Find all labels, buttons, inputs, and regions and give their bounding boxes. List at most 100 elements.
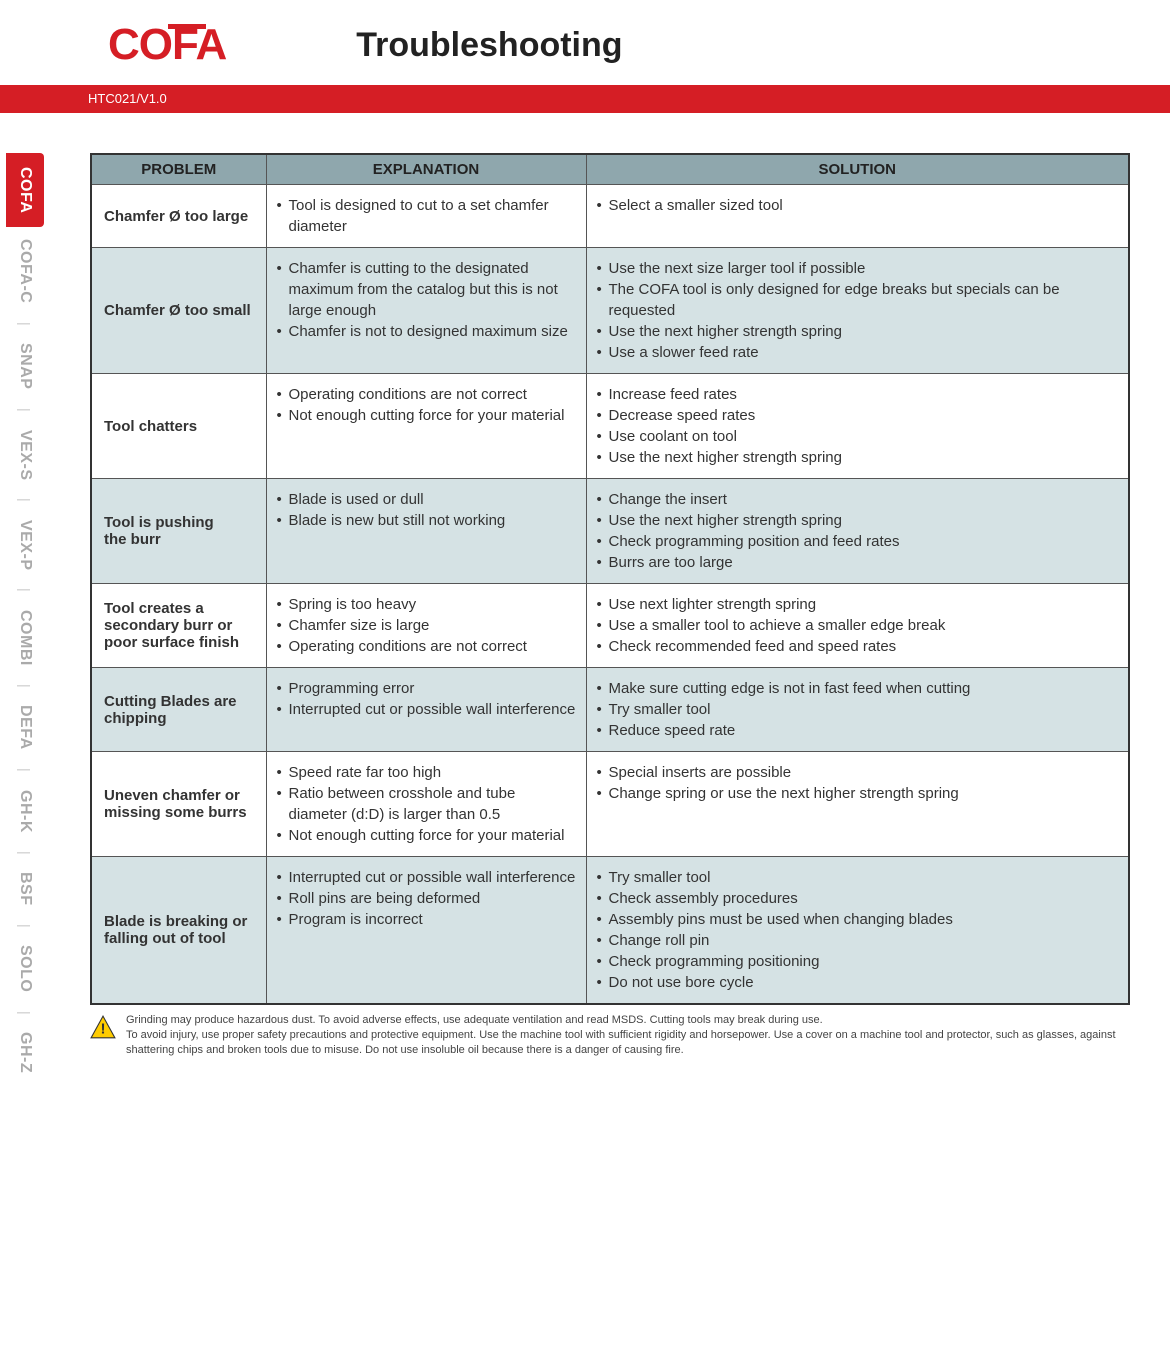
list-item: Special inserts are possible <box>597 762 1119 783</box>
side-tab-cofa[interactable]: COFA <box>6 153 44 227</box>
tab-separator: | <box>17 762 33 778</box>
table-row: Chamfer Ø too large Tool is designed to c… <box>91 185 1129 248</box>
page-title: Troubleshooting <box>356 26 622 65</box>
side-tab-combi[interactable]: COMBI <box>16 598 34 678</box>
tab-separator: | <box>17 402 33 418</box>
list-item: Change roll pin <box>597 930 1119 951</box>
tab-separator: | <box>17 582 33 598</box>
side-tab-vex-p[interactable]: VEX-P <box>16 508 34 583</box>
explanation-cell: Interrupted cut or possible wall interfe… <box>266 857 586 1005</box>
explanation-cell: Speed rate far too highRatio between cro… <box>266 752 586 857</box>
explanation-cell: Tool is designed to cut to a set chamfer… <box>266 185 586 248</box>
warning-text: Grinding may produce hazardous dust. To … <box>126 1013 1130 1058</box>
list-item: Reduce speed rate <box>597 720 1119 741</box>
list-item: Use the next size larger tool if possibl… <box>597 258 1119 279</box>
list-item: Try smaller tool <box>597 867 1119 888</box>
svg-text:!: ! <box>100 1021 105 1038</box>
list-item: Use a slower feed rate <box>597 342 1119 363</box>
side-tab-snap[interactable]: SNAP <box>16 331 34 401</box>
problem-cell: Cutting Blades are chipping <box>91 668 266 752</box>
main-content: PROBLEM EXPLANATION SOLUTION Chamfer Ø t… <box>50 153 1170 1085</box>
tab-separator: | <box>17 1005 33 1021</box>
table-row: Tool chattersOperating conditions are no… <box>91 374 1129 479</box>
list-item: Interrupted cut or possible wall interfe… <box>277 699 576 720</box>
troubleshooting-table: PROBLEM EXPLANATION SOLUTION Chamfer Ø t… <box>90 153 1130 1005</box>
page-header: COFA Troubleshooting <box>0 0 1170 85</box>
list-item: Try smaller tool <box>597 699 1119 720</box>
list-item: Change the insert <box>597 489 1119 510</box>
list-item: Not enough cutting force for your materi… <box>277 825 576 846</box>
warning-block: ! Grinding may produce hazardous dust. T… <box>90 1013 1130 1058</box>
table-row: Uneven chamfer or missing some burrsSpee… <box>91 752 1129 857</box>
table-row: Cutting Blades are chippingProgramming e… <box>91 668 1129 752</box>
problem-cell: Blade is breaking or falling out of tool <box>91 857 266 1005</box>
list-item: Burrs are too large <box>597 552 1119 573</box>
version-bar: HTC021/V1.0 <box>0 85 1170 113</box>
list-item: Use the next higher strength spring <box>597 510 1119 531</box>
brand-logo: COFA <box>108 20 226 70</box>
solution-cell: Use next lighter strength springUse a sm… <box>586 584 1129 668</box>
side-tab-vex-s[interactable]: VEX-S <box>16 418 34 493</box>
list-item: Interrupted cut or possible wall interfe… <box>277 867 576 888</box>
warning-line: Grinding may produce hazardous dust. To … <box>126 1013 1130 1028</box>
list-item: Speed rate far too high <box>277 762 576 783</box>
side-tab-defa[interactable]: DEFA <box>16 693 34 762</box>
side-tab-cofa-c[interactable]: COFA-C <box>16 227 34 315</box>
solution-cell: Special inserts are possibleChange sprin… <box>586 752 1129 857</box>
tab-separator: | <box>17 492 33 508</box>
solution-cell: Use the next size larger tool if possibl… <box>586 248 1129 374</box>
list-item: Spring is too heavy <box>277 594 576 615</box>
side-tab-solo[interactable]: SOLO <box>16 933 34 1004</box>
solution-cell: Select a smaller sized tool <box>586 185 1129 248</box>
problem-cell: Chamfer Ø too large <box>91 185 266 248</box>
table-row: Chamfer Ø too smallChamfer is cutting to… <box>91 248 1129 374</box>
list-item: Use coolant on tool <box>597 426 1119 447</box>
list-item: Use the next higher strength spring <box>597 321 1119 342</box>
list-item: Roll pins are being deformed <box>277 888 576 909</box>
list-item: Check programming positioning <box>597 951 1119 972</box>
solution-cell: Increase feed ratesDecrease speed ratesU… <box>586 374 1129 479</box>
list-item: Check programming position and feed rate… <box>597 531 1119 552</box>
list-item: Ratio between crosshole and tube diamete… <box>277 783 576 825</box>
side-tab-bsf[interactable]: BSF <box>16 860 34 918</box>
list-item: Check assembly procedures <box>597 888 1119 909</box>
col-explanation: EXPLANATION <box>266 154 586 185</box>
list-item: Decrease speed rates <box>597 405 1119 426</box>
warning-icon: ! <box>90 1015 116 1039</box>
side-tabs: COFACOFA-C|SNAP|VEX-S|VEX-P|COMBI|DEFA|G… <box>0 153 50 1085</box>
list-item: Use a smaller tool to achieve a smaller … <box>597 615 1119 636</box>
list-item: Blade is used or dull <box>277 489 576 510</box>
problem-cell: Tool creates a secondary burr or poor su… <box>91 584 266 668</box>
warning-line: To avoid injury, use proper safety preca… <box>126 1028 1130 1058</box>
solution-cell: Try smaller toolCheck assembly procedure… <box>586 857 1129 1005</box>
list-item: Change spring or use the next higher str… <box>597 783 1119 804</box>
list-item: Assembly pins must be used when changing… <box>597 909 1119 930</box>
list-item: Select a smaller sized tool <box>597 195 1119 216</box>
list-item: Programming error <box>277 678 576 699</box>
explanation-cell: Chamfer is cutting to the designated max… <box>266 248 586 374</box>
list-item: Blade is new but still not working <box>277 510 576 531</box>
list-item: The COFA tool is only designed for edge … <box>597 279 1119 321</box>
solution-cell: Change the insertUse the next higher str… <box>586 479 1129 584</box>
table-row: Blade is breaking or falling out of tool… <box>91 857 1129 1005</box>
side-tab-gh-z[interactable]: GH-Z <box>16 1020 34 1085</box>
explanation-cell: Programming errorInterrupted cut or poss… <box>266 668 586 752</box>
explanation-cell: Operating conditions are not correctNot … <box>266 374 586 479</box>
list-item: Use next lighter strength spring <box>597 594 1119 615</box>
list-item: Use the next higher strength spring <box>597 447 1119 468</box>
problem-cell: Chamfer Ø too small <box>91 248 266 374</box>
list-item: Chamfer is not to designed maximum size <box>277 321 576 342</box>
problem-cell: Uneven chamfer or missing some burrs <box>91 752 266 857</box>
tab-separator: | <box>17 316 33 332</box>
col-solution: SOLUTION <box>586 154 1129 185</box>
side-tab-gh-k[interactable]: GH-K <box>16 778 34 845</box>
col-problem: PROBLEM <box>91 154 266 185</box>
list-item: Tool is designed to cut to a set chamfer… <box>277 195 576 237</box>
explanation-cell: Spring is too heavyChamfer size is large… <box>266 584 586 668</box>
list-item: Chamfer is cutting to the designated max… <box>277 258 576 321</box>
list-item: Make sure cutting edge is not in fast fe… <box>597 678 1119 699</box>
problem-cell: Tool chatters <box>91 374 266 479</box>
doc-version: HTC021/V1.0 <box>88 91 167 106</box>
list-item: Program is incorrect <box>277 909 576 930</box>
list-item: Not enough cutting force for your materi… <box>277 405 576 426</box>
